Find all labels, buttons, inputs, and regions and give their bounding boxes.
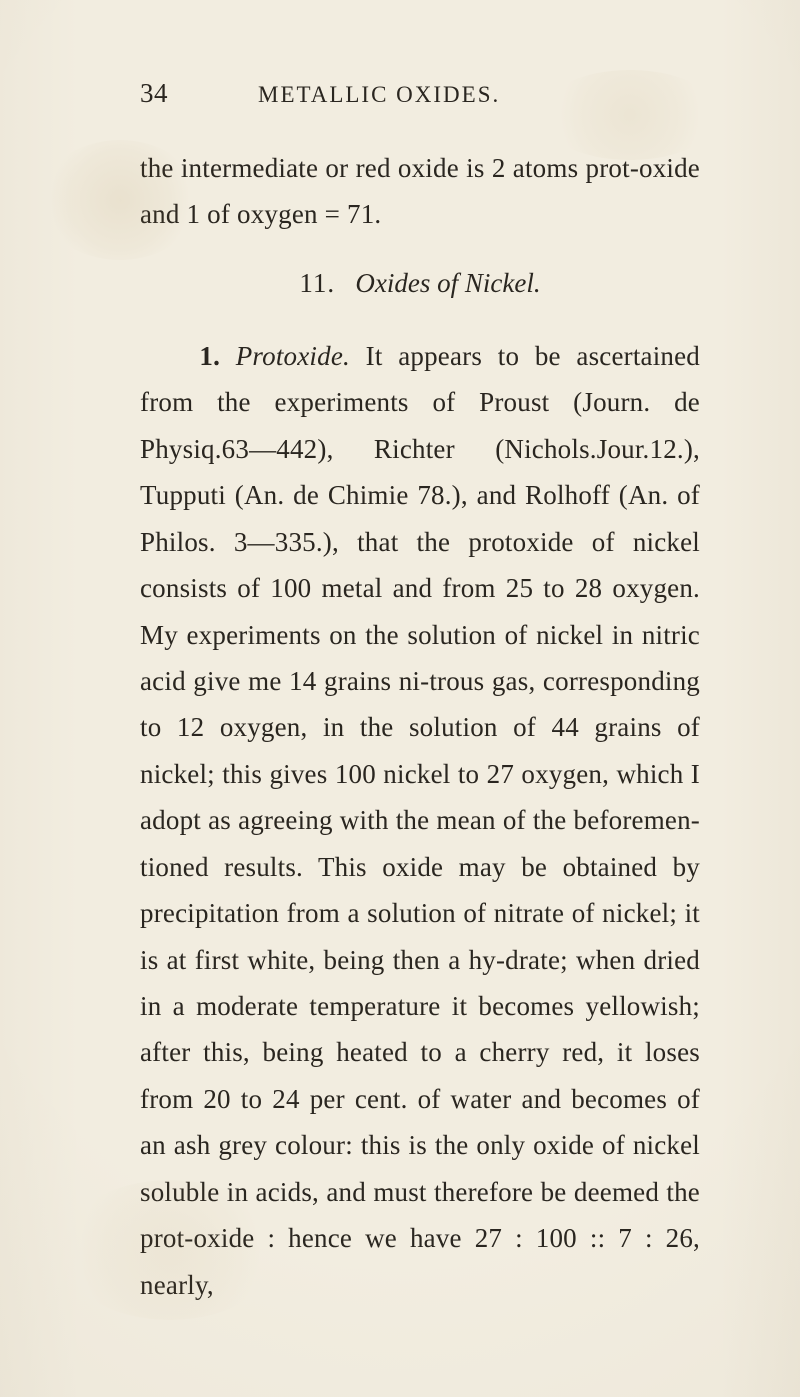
entry-paragraph: 1. Protoxide. It appears to be ascertain… <box>140 333 700 1308</box>
section-name: Oxides of Nickel. <box>355 268 540 298</box>
section-number: 11. <box>299 268 335 298</box>
entry-body-text: It appears to be ascertained from the ex… <box>140 341 700 1300</box>
scanned-page: 34 METALLIC OXIDES. the intermediate or … <box>0 0 800 1397</box>
section-heading: 11. Oxides of Nickel. <box>140 268 700 299</box>
intro-paragraph: the intermediate or red oxide is 2 atoms… <box>140 145 700 238</box>
page-header: 34 METALLIC OXIDES. <box>140 78 700 109</box>
page-number: 34 <box>140 78 168 109</box>
entry-number: 1. <box>199 341 220 371</box>
running-title: METALLIC OXIDES. <box>258 82 500 108</box>
entry-term: Protoxide. <box>236 341 350 371</box>
